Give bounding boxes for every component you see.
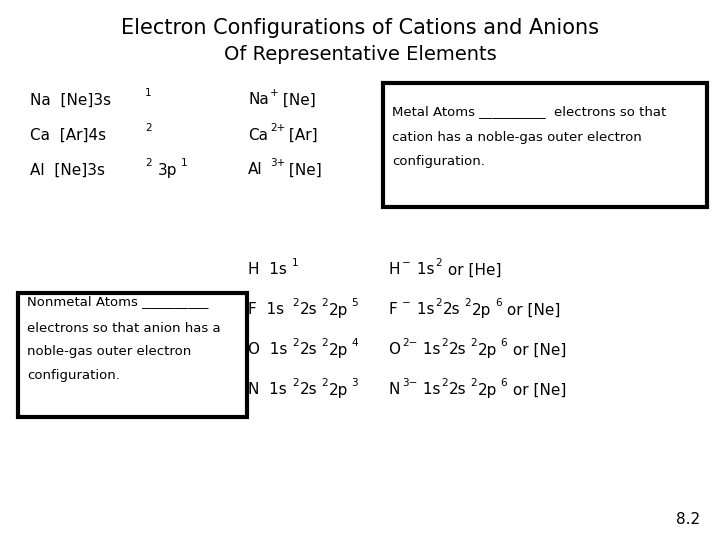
Text: 1: 1 xyxy=(292,258,299,268)
FancyBboxPatch shape xyxy=(18,293,247,417)
Text: or [Ne]: or [Ne] xyxy=(508,342,567,357)
Text: configuration.: configuration. xyxy=(392,156,485,168)
Text: 6: 6 xyxy=(500,338,507,348)
Text: Electron Configurations of Cations and Anions: Electron Configurations of Cations and A… xyxy=(121,18,599,38)
Text: 2: 2 xyxy=(145,158,152,168)
Text: 2s: 2s xyxy=(449,342,467,357)
Text: O  1s: O 1s xyxy=(248,342,287,357)
Text: or [Ne]: or [Ne] xyxy=(508,382,567,397)
Text: Na: Na xyxy=(248,92,269,107)
Text: Of Representative Elements: Of Representative Elements xyxy=(224,45,496,64)
Text: or [Ne]: or [Ne] xyxy=(502,302,560,318)
Text: 3p: 3p xyxy=(158,163,178,178)
Text: 2: 2 xyxy=(470,338,477,348)
Text: Al: Al xyxy=(248,163,263,178)
Text: 2: 2 xyxy=(464,298,471,308)
Text: 2s: 2s xyxy=(300,302,318,318)
Text: [Ar]: [Ar] xyxy=(284,127,318,143)
Text: −: − xyxy=(402,258,410,268)
Text: 6: 6 xyxy=(495,298,502,308)
Text: 2: 2 xyxy=(321,298,328,308)
Text: 2+: 2+ xyxy=(270,123,285,133)
Text: Na  [Ne]3s: Na [Ne]3s xyxy=(30,92,111,107)
Text: 1: 1 xyxy=(145,88,152,98)
Text: 8.2: 8.2 xyxy=(676,512,700,528)
Text: 2s: 2s xyxy=(449,382,467,397)
Text: 6: 6 xyxy=(500,378,507,388)
Text: 2: 2 xyxy=(435,258,441,268)
Text: 1s: 1s xyxy=(418,382,441,397)
Text: 2: 2 xyxy=(441,378,448,388)
Text: 2s: 2s xyxy=(300,342,318,357)
Text: F: F xyxy=(388,302,397,318)
Text: 1s: 1s xyxy=(418,342,441,357)
Text: N: N xyxy=(388,382,400,397)
Text: H: H xyxy=(388,262,400,278)
Text: 2p: 2p xyxy=(478,342,498,357)
Text: 3−: 3− xyxy=(402,378,418,388)
Text: [Ne]: [Ne] xyxy=(278,92,316,107)
Text: −: − xyxy=(402,298,410,308)
Text: +: + xyxy=(270,88,279,98)
Text: O: O xyxy=(388,342,400,357)
FancyBboxPatch shape xyxy=(383,83,707,207)
Text: 4: 4 xyxy=(351,338,358,348)
Text: F  1s: F 1s xyxy=(248,302,284,318)
Text: 2: 2 xyxy=(321,378,328,388)
Text: 1: 1 xyxy=(181,158,188,168)
Text: 2s: 2s xyxy=(443,302,461,318)
Text: N  1s: N 1s xyxy=(248,382,287,397)
Text: Ca  [Ar]4s: Ca [Ar]4s xyxy=(30,127,106,143)
Text: 2s: 2s xyxy=(300,382,318,397)
Text: 2p: 2p xyxy=(472,302,491,318)
Text: 2: 2 xyxy=(435,298,441,308)
Text: 2: 2 xyxy=(145,123,152,133)
Text: configuration.: configuration. xyxy=(27,369,120,382)
Text: 1s: 1s xyxy=(412,302,434,318)
Text: 2: 2 xyxy=(321,338,328,348)
Text: Ca: Ca xyxy=(248,127,268,143)
Text: noble-gas outer electron: noble-gas outer electron xyxy=(27,346,192,359)
Text: Al  [Ne]3s: Al [Ne]3s xyxy=(30,163,105,178)
Text: 2p: 2p xyxy=(478,382,498,397)
Text: 3: 3 xyxy=(351,378,358,388)
Text: cation has a noble-gas outer electron: cation has a noble-gas outer electron xyxy=(392,132,642,145)
Text: 2: 2 xyxy=(292,338,299,348)
Text: 5: 5 xyxy=(351,298,358,308)
Text: 1s: 1s xyxy=(412,262,434,278)
Text: or [He]: or [He] xyxy=(443,262,502,278)
Text: electrons so that anion has a: electrons so that anion has a xyxy=(27,321,220,334)
Text: 3+: 3+ xyxy=(270,158,285,168)
Text: Nonmetal Atoms __________: Nonmetal Atoms __________ xyxy=(27,295,208,308)
Text: 2p: 2p xyxy=(329,382,348,397)
Text: Metal Atoms __________  electrons so that: Metal Atoms __________ electrons so that xyxy=(392,105,666,118)
Text: 2−: 2− xyxy=(402,338,418,348)
Text: 2: 2 xyxy=(292,298,299,308)
Text: H  1s: H 1s xyxy=(248,262,287,278)
Text: [Ne]: [Ne] xyxy=(284,163,322,178)
Text: 2p: 2p xyxy=(329,342,348,357)
Text: 2: 2 xyxy=(441,338,448,348)
Text: 2p: 2p xyxy=(329,302,348,318)
Text: 2: 2 xyxy=(292,378,299,388)
Text: 2: 2 xyxy=(470,378,477,388)
